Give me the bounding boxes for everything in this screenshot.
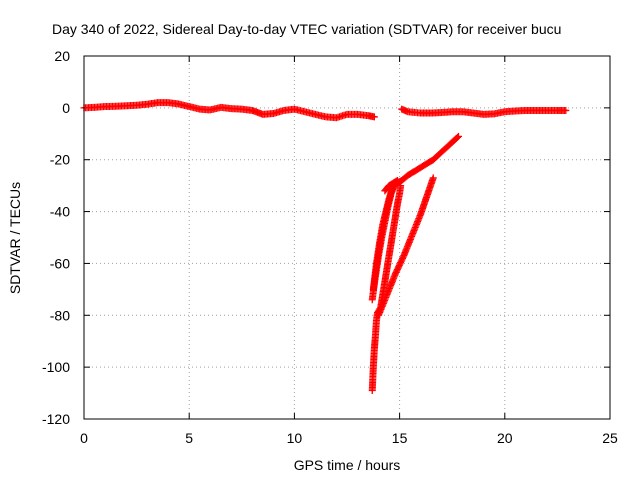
x-tick-labels: 0 5 10 15 20 25 xyxy=(80,430,618,446)
data-point xyxy=(455,132,463,140)
plot-frame xyxy=(83,55,611,420)
y-tick-label: -40 xyxy=(50,204,70,220)
y-tick-label: 0 xyxy=(62,100,70,116)
data-points xyxy=(80,99,570,394)
data-point xyxy=(453,133,461,141)
chart-title: Day 340 of 2022, Sidereal Day-to-day VTE… xyxy=(52,21,561,37)
y-tick-label: -100 xyxy=(42,359,70,375)
data-point xyxy=(429,174,437,182)
data-point xyxy=(397,182,405,190)
data-point xyxy=(562,106,570,114)
x-tick-label: 25 xyxy=(602,430,618,446)
y-tick-label: -120 xyxy=(42,411,70,427)
y-tick-label: -60 xyxy=(50,255,70,271)
y-tick-label: -80 xyxy=(50,307,70,323)
y-tick-labels: -120 -100 -80 -60 -40 -20 0 20 xyxy=(42,48,70,427)
data-point xyxy=(393,176,401,184)
x-tick-label: 10 xyxy=(287,430,303,446)
x-tick-label: 20 xyxy=(497,430,513,446)
y-axis-label: SDTVAR / TECUs xyxy=(7,182,23,294)
data-point xyxy=(370,113,378,121)
x-tick-label: 0 xyxy=(80,430,88,446)
y-tick-label: 20 xyxy=(54,48,70,64)
x-tick-label: 15 xyxy=(392,430,408,446)
x-axis-label: GPS time / hours xyxy=(294,457,401,473)
x-tick-label: 5 xyxy=(185,430,193,446)
y-tick-label: -20 xyxy=(50,152,70,168)
